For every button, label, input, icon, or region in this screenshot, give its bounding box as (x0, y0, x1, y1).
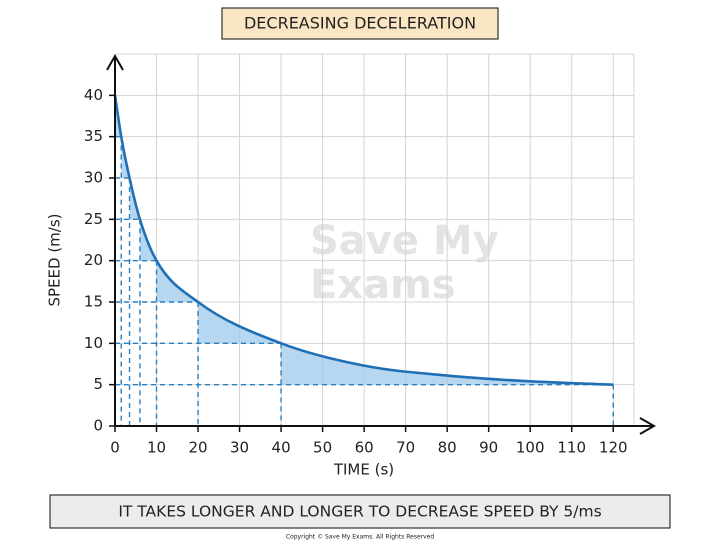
speed-line (113, 95, 614, 386)
shaded-area (121, 136, 130, 178)
x-tick-label: 30 (230, 439, 249, 457)
y-tick-label: 15 (84, 293, 103, 311)
x-tick-label: 20 (188, 439, 207, 457)
x-tick-label: 80 (438, 439, 457, 457)
y-tick-label: 5 (93, 375, 103, 393)
x-axis-arrow (639, 417, 657, 435)
x-tick-label: 90 (479, 439, 498, 457)
plot-area: 0 5 10 15 20 25 30 35 40 0 10 20 30 40 50 60 70 80 90 100 11… (84, 53, 657, 457)
x-tick-label: 70 (396, 439, 415, 457)
copyright: Copyright © Save My Exams. All Rights Re… (286, 534, 435, 541)
shaded-area (281, 343, 614, 385)
watermark-text: Exams (310, 262, 456, 308)
x-tick-label: 10 (147, 439, 166, 457)
shaded-area (129, 178, 140, 220)
shaded-area (139, 219, 157, 261)
x-tick-label: 0 (110, 439, 120, 457)
y-tick-label: 25 (84, 210, 103, 228)
x-tick-label: 40 (272, 439, 291, 457)
x-tick-label: 110 (557, 439, 586, 457)
y-tick-label: 35 (84, 127, 103, 145)
title-box (221, 7, 499, 40)
x-tick-label: 50 (313, 439, 332, 457)
y-tick-label: 40 (84, 86, 103, 104)
y-tick-label: 10 (84, 334, 103, 352)
shaded-area (198, 302, 282, 344)
caption-box (49, 494, 671, 529)
shaded-area (156, 260, 199, 302)
y-axis-arrow (106, 53, 124, 71)
y-tick-label: 20 (84, 251, 103, 269)
shaded-area (115, 95, 122, 137)
x-tick-label: 100 (516, 439, 545, 457)
y-tick-label: 0 (93, 417, 103, 435)
watermark: Save My Exams (310, 218, 499, 308)
caption: IT TAKES LONGER AND LONGER TO DECREASE S… (118, 503, 601, 521)
x-tick-label: 120 (599, 439, 628, 457)
watermark-text: Save My (310, 218, 499, 264)
chart-title: DECREASING DECELERATION (244, 14, 476, 33)
x-axis-label: TIME (s) (333, 461, 394, 479)
x-tick-label: 60 (355, 439, 374, 457)
y-axis-label: SPEED (m/s) (46, 213, 64, 306)
y-tick-label: 30 (84, 169, 103, 187)
